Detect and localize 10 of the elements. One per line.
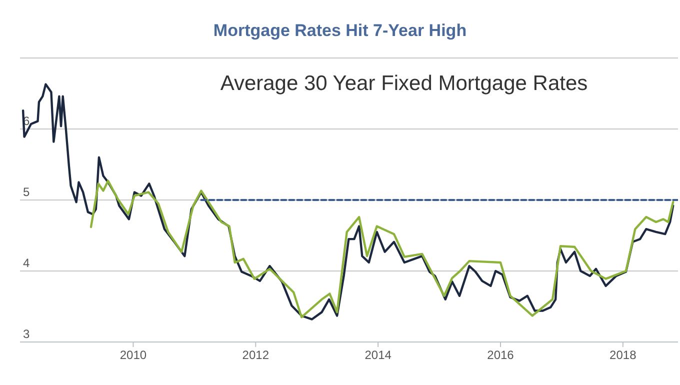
x-tick-label: 2014 bbox=[364, 348, 392, 362]
chart-title: Mortgage Rates Hit 7-Year High bbox=[213, 21, 467, 40]
x-tick-label: 2018 bbox=[610, 348, 637, 362]
text: Average 30 Year Fixed Mortgage Rates bbox=[220, 72, 588, 95]
x-tick-label: 2016 bbox=[487, 348, 514, 362]
y-tick-label: 4 bbox=[23, 256, 30, 270]
x-tick-label: 2010 bbox=[120, 348, 147, 362]
x-tick-label: 2012 bbox=[242, 348, 270, 362]
y-tick-label: 5 bbox=[23, 185, 30, 199]
y-tick-label: 3 bbox=[23, 327, 30, 341]
